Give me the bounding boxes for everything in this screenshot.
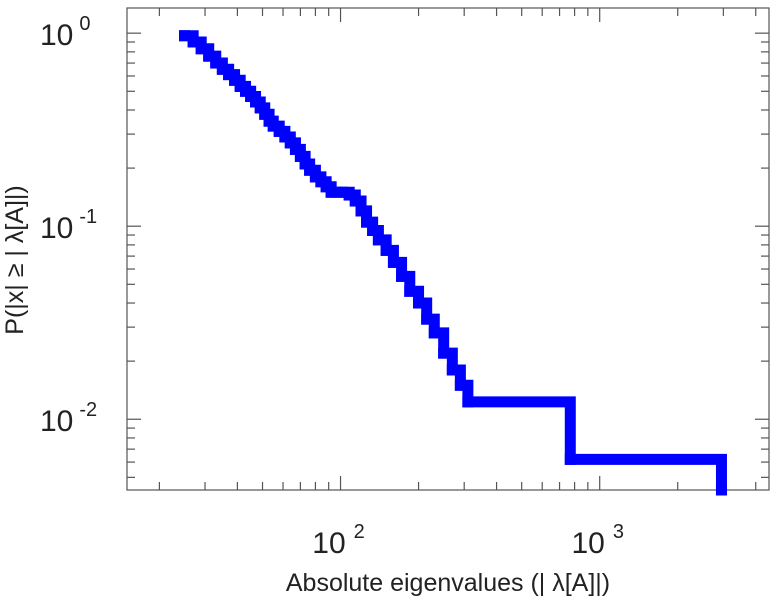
y-tick-label: 10 -1 (40, 206, 97, 245)
data-point (380, 244, 392, 256)
data-point (438, 347, 450, 359)
data-point (195, 43, 207, 55)
data-point (216, 63, 228, 75)
data-point (267, 120, 279, 132)
data-point (715, 484, 727, 496)
data-point (250, 96, 262, 108)
x-axis-label: Absolute eigenvalues (| λ[A]|) (286, 569, 610, 597)
data-point (178, 30, 190, 42)
data-point (299, 158, 311, 170)
plot-frame (126, 7, 770, 491)
x-tick-label: 10 3 (571, 521, 624, 560)
data-point (446, 364, 458, 376)
data-point (294, 150, 306, 162)
data-point (462, 396, 474, 408)
data-point (284, 137, 296, 149)
data-point (343, 189, 355, 201)
tick-labels: 10 2 10 3 10 0 10 -1 10 -2 (40, 13, 624, 560)
data-point (564, 453, 576, 465)
x-tick-label: 10 2 (312, 521, 365, 560)
data-point (187, 36, 199, 48)
data-point (337, 186, 349, 198)
data-point (454, 379, 466, 391)
data-point (367, 225, 379, 237)
data-point (361, 216, 373, 228)
data-point (254, 102, 266, 114)
data-point (428, 327, 440, 339)
y-axis-label: P(|x| ≥ | λ[A]|) (1, 185, 29, 334)
data-point (349, 195, 361, 207)
data-point (421, 313, 433, 325)
data-point (289, 143, 301, 155)
data-point (325, 186, 337, 198)
series-layer (178, 30, 727, 496)
data-point (387, 256, 399, 268)
data-point (355, 205, 367, 217)
data-point (245, 90, 257, 102)
y-tick-label: 10 -2 (40, 399, 97, 438)
data-point (396, 270, 408, 282)
data-point (304, 164, 316, 176)
ticks (127, 8, 769, 490)
data-point (223, 69, 235, 81)
data-point (229, 74, 241, 86)
data-point (413, 297, 425, 309)
y-tick-label: 10 0 (40, 13, 91, 52)
data-point (273, 125, 285, 137)
data-point (279, 131, 291, 143)
data-point (404, 285, 416, 297)
data-point (210, 57, 222, 69)
data-point (331, 186, 343, 198)
data-point (259, 108, 271, 120)
data-point (203, 50, 215, 62)
data-point (372, 234, 384, 246)
